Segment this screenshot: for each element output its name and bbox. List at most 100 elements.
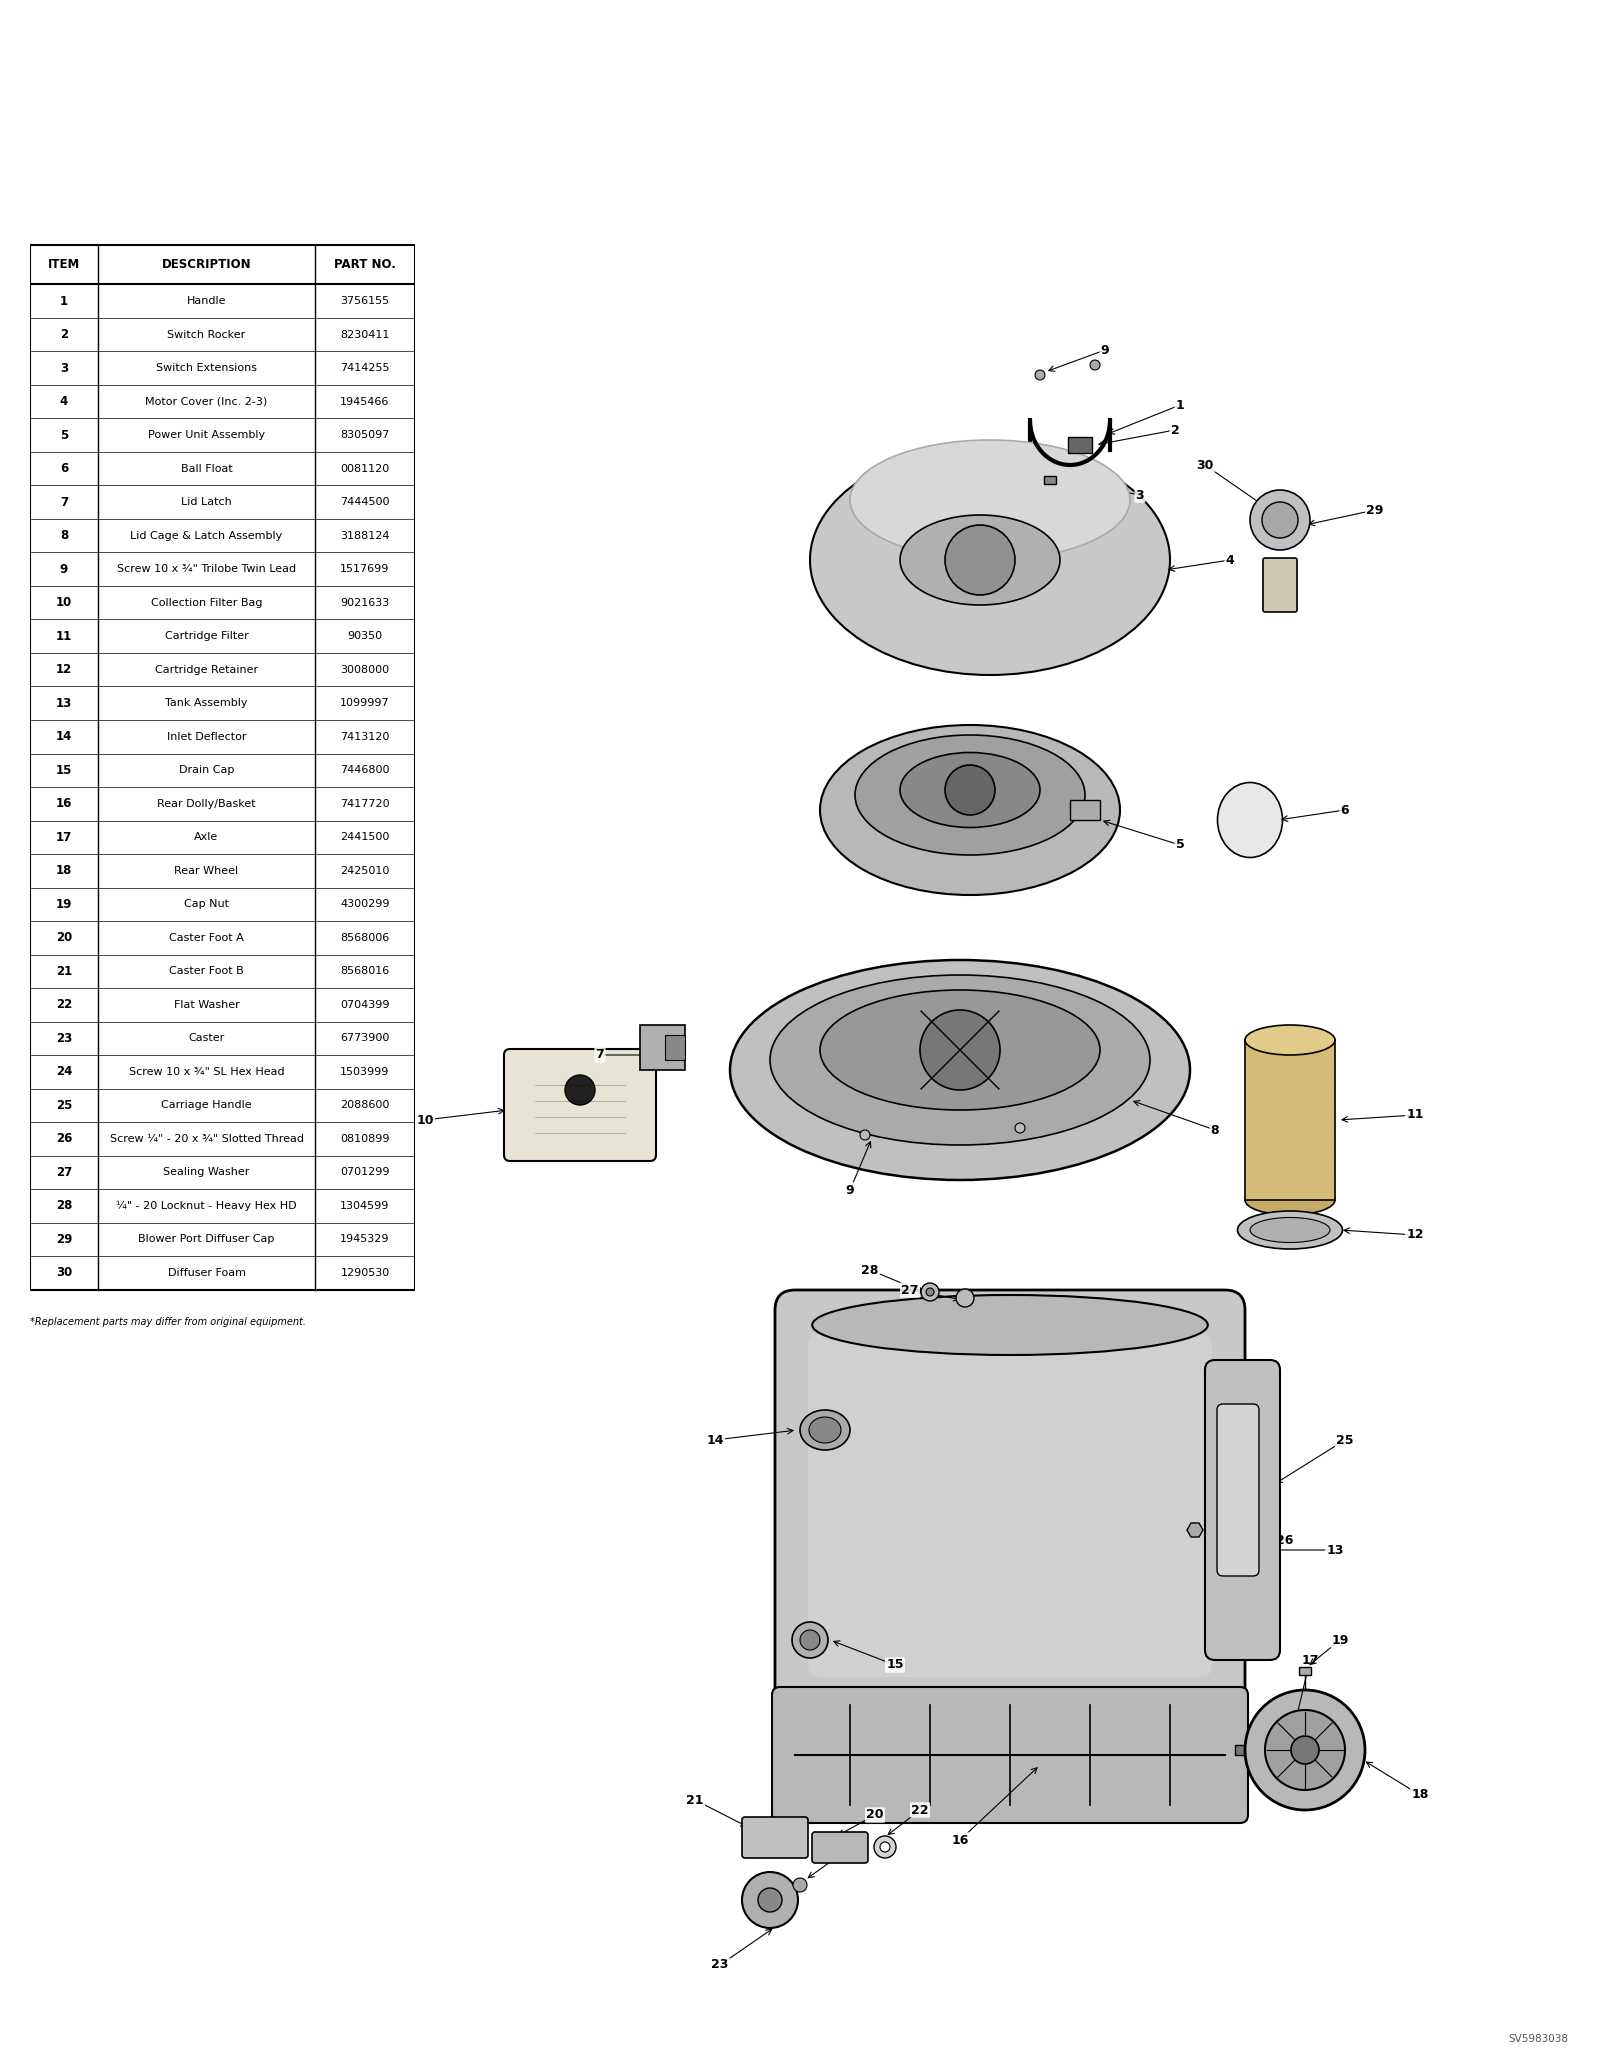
Text: 0704399: 0704399 [341,1000,390,1010]
Text: 22: 22 [912,1803,928,1817]
Text: 5: 5 [59,428,69,441]
Ellipse shape [899,753,1040,828]
Text: 11: 11 [56,629,72,642]
Text: 7444500: 7444500 [341,497,390,507]
Ellipse shape [813,1296,1208,1356]
Text: 7: 7 [595,1049,605,1062]
Text: 7414255: 7414255 [341,362,390,373]
Text: 7417720: 7417720 [341,799,390,809]
Bar [1299,1666,1310,1675]
Bar [1069,437,1091,453]
Text: Lid Cage & Latch Assembly: Lid Cage & Latch Assembly [130,530,283,540]
Circle shape [957,1290,974,1306]
Text: ®: ® [307,99,320,114]
Text: 2425010: 2425010 [341,865,390,876]
Text: 15: 15 [886,1658,904,1670]
FancyBboxPatch shape [1262,559,1298,613]
Text: Caster: Caster [189,1033,224,1043]
Ellipse shape [730,960,1190,1180]
Text: 3188124: 3188124 [341,530,390,540]
Text: 4300299: 4300299 [341,898,390,909]
Text: 21: 21 [686,1793,704,1807]
Text: 1945329: 1945329 [341,1234,390,1244]
Text: Motor Cover (Inc. 2-3): Motor Cover (Inc. 2-3) [146,397,267,406]
Text: 25: 25 [1336,1435,1354,1447]
Text: 24: 24 [832,1849,848,1861]
Text: Flat Washer: Flat Washer [174,1000,240,1010]
FancyBboxPatch shape [1205,1360,1280,1660]
Text: Drain Cap: Drain Cap [179,766,234,776]
FancyBboxPatch shape [771,1687,1248,1824]
Circle shape [792,1623,829,1658]
Text: *Replacement parts may differ from original equipment.: *Replacement parts may differ from origi… [30,1317,306,1327]
Text: 28: 28 [861,1263,878,1277]
Text: 90350: 90350 [347,631,382,642]
Text: 14: 14 [706,1435,723,1447]
Text: 9: 9 [59,563,69,575]
Circle shape [922,1283,939,1302]
Text: 14: 14 [56,731,72,743]
Ellipse shape [810,445,1170,675]
Text: 16: 16 [56,797,72,809]
Ellipse shape [1245,1025,1334,1056]
Text: 3008000: 3008000 [341,664,389,675]
Text: 6: 6 [59,462,69,476]
Text: 17: 17 [1301,1654,1318,1666]
Text: Switch Rocker: Switch Rocker [168,329,246,339]
Ellipse shape [819,989,1101,1110]
Ellipse shape [1250,1217,1330,1242]
Text: 7413120: 7413120 [341,733,390,741]
Text: Cartridge Retainer: Cartridge Retainer [155,664,258,675]
Text: 8305097: 8305097 [341,431,390,441]
Text: 30: 30 [56,1267,72,1279]
Text: 7446800: 7446800 [341,766,390,776]
Text: DESCRIPTION: DESCRIPTION [162,259,251,271]
Ellipse shape [854,735,1085,855]
FancyBboxPatch shape [640,1025,685,1070]
Text: 22: 22 [56,998,72,1012]
Text: SS SERIES: SS SERIES [1162,147,1509,207]
Text: 8568006: 8568006 [341,934,390,942]
Circle shape [1291,1737,1318,1764]
Text: 3756155: 3756155 [341,296,389,306]
Ellipse shape [1245,1184,1334,1215]
Text: 0081120: 0081120 [341,464,390,474]
Text: 27: 27 [56,1165,72,1180]
Bar [1235,1745,1285,1755]
Text: 1099997: 1099997 [341,698,390,708]
Text: 8230411: 8230411 [341,329,390,339]
Text: vac: vac [218,120,330,178]
Text: 1945466: 1945466 [341,397,390,406]
Text: Power Unit Assembly: Power Unit Assembly [147,431,266,441]
Text: 15: 15 [56,764,72,776]
Circle shape [1090,360,1101,371]
Ellipse shape [770,975,1150,1145]
Ellipse shape [1218,782,1283,857]
Text: 1503999: 1503999 [341,1066,390,1076]
Text: Carriage Handle: Carriage Handle [162,1101,251,1110]
Text: SV5983038: SV5983038 [1507,2035,1568,2043]
Text: Inlet Deflector: Inlet Deflector [166,733,246,741]
Text: Ball Float: Ball Float [181,464,232,474]
Text: 8: 8 [1211,1124,1219,1136]
Text: •: • [206,120,232,164]
Text: Axle: Axle [194,832,219,842]
Text: 5: 5 [1176,838,1184,851]
Text: 19: 19 [56,898,72,911]
Text: 28: 28 [56,1199,72,1213]
Circle shape [742,1871,798,1927]
Text: Diffuser Foam: Diffuser Foam [168,1269,245,1277]
Text: 12: 12 [56,662,72,677]
Circle shape [920,1010,1000,1091]
Text: PART NO.: PART NO. [334,259,395,271]
Circle shape [926,1288,934,1296]
Text: 25: 25 [56,1099,72,1112]
Bar [1070,799,1101,820]
Text: 27: 27 [901,1283,918,1296]
Bar [1245,1039,1334,1201]
Text: 13: 13 [56,698,72,710]
Text: Screw 10 x ¾" Trilobe Twin Lead: Screw 10 x ¾" Trilobe Twin Lead [117,565,296,573]
Text: Caster Foot A: Caster Foot A [170,934,243,942]
Text: 1: 1 [1176,400,1184,412]
Text: 1290530: 1290530 [341,1269,390,1277]
